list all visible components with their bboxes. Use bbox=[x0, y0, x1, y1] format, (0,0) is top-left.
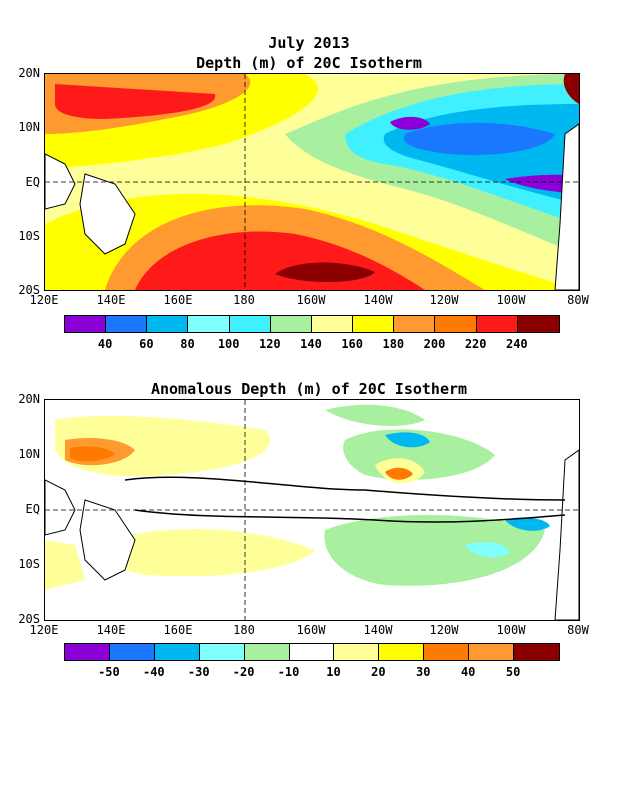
lon-label: 160E bbox=[163, 623, 193, 637]
bottom-colorbar bbox=[64, 643, 560, 661]
lon-label: 160E bbox=[163, 293, 193, 307]
lat-label: 10S bbox=[18, 557, 40, 571]
colorbar-swatch bbox=[109, 644, 155, 660]
bottom-anomaly-map bbox=[44, 399, 580, 621]
colorbar-label: 240 bbox=[505, 337, 528, 351]
lat-label: 20N bbox=[18, 66, 40, 80]
lon-label: 140W bbox=[363, 623, 393, 637]
lat-label: 20S bbox=[18, 612, 40, 626]
lon-label: 100W bbox=[496, 623, 526, 637]
top-depth-map bbox=[44, 73, 580, 291]
lat-label: 20S bbox=[18, 283, 40, 297]
colorbar-swatch bbox=[270, 316, 312, 332]
top-map-title: Depth (m) of 20C Isotherm bbox=[196, 54, 422, 72]
colorbar-label: 180 bbox=[382, 337, 405, 351]
colorbar-label: 220 bbox=[464, 337, 487, 351]
lon-label: 100W bbox=[496, 293, 526, 307]
lon-label: 120W bbox=[429, 623, 459, 637]
lat-label: 20N bbox=[18, 392, 40, 406]
depth-field bbox=[45, 74, 579, 290]
colorbar-label: 20 bbox=[371, 665, 386, 679]
colorbar-swatch bbox=[469, 644, 515, 660]
lon-label: 120W bbox=[429, 293, 459, 307]
colorbar-label: 10 bbox=[326, 665, 341, 679]
colorbar-swatch bbox=[435, 316, 477, 332]
colorbar-swatch bbox=[106, 316, 148, 332]
colorbar-label: 80 bbox=[180, 337, 195, 351]
lon-label: 160W bbox=[296, 623, 326, 637]
lon-label: 80W bbox=[567, 623, 589, 637]
lon-label: 120E bbox=[29, 293, 59, 307]
lon-label: 120E bbox=[29, 623, 59, 637]
colorbar-label: 40 bbox=[460, 665, 476, 679]
colorbar-swatch bbox=[289, 644, 335, 660]
colorbar-swatch bbox=[517, 316, 559, 332]
colorbar-swatch bbox=[514, 644, 559, 660]
colorbar-swatch bbox=[379, 644, 425, 660]
top-colorbar bbox=[64, 315, 560, 333]
lon-label: 180 bbox=[233, 293, 255, 307]
lon-label: 140W bbox=[363, 293, 393, 307]
colorbar-swatch bbox=[199, 644, 245, 660]
colorbar-swatch bbox=[476, 316, 518, 332]
colorbar-label: 120 bbox=[258, 337, 281, 351]
colorbar-label: -40 bbox=[142, 665, 165, 679]
colorbar-swatch bbox=[65, 644, 110, 660]
colorbar-swatch bbox=[311, 316, 354, 332]
colorbar-swatch bbox=[154, 644, 200, 660]
colorbar-label: 40 bbox=[97, 337, 113, 351]
colorbar-label: 100 bbox=[217, 337, 240, 351]
colorbar-swatch bbox=[147, 316, 189, 332]
colorbar-label: 160 bbox=[341, 337, 363, 351]
date-title: July 2013 bbox=[268, 34, 350, 52]
anomaly-field bbox=[45, 400, 579, 620]
bottom-map-title: Anomalous Depth (m) of 20C Isotherm bbox=[150, 380, 468, 398]
lon-label: 140E bbox=[96, 293, 126, 307]
colorbar-label: 200 bbox=[423, 337, 446, 351]
colorbar-swatch bbox=[65, 316, 107, 332]
lat-label: 10N bbox=[18, 120, 40, 134]
colorbar-label: -10 bbox=[277, 665, 300, 679]
colorbar-label: 140 bbox=[300, 337, 322, 351]
lat-label: EQ bbox=[25, 502, 40, 516]
colorbar-swatch bbox=[244, 644, 290, 660]
colorbar-swatch bbox=[188, 316, 230, 332]
colorbar-swatch bbox=[394, 316, 436, 332]
colorbar-swatch bbox=[229, 316, 271, 332]
lat-label: EQ bbox=[25, 175, 40, 189]
colorbar-label: -30 bbox=[187, 665, 210, 679]
lon-label: 160W bbox=[296, 293, 326, 307]
lat-label: 10S bbox=[18, 229, 40, 243]
lon-label: 140E bbox=[96, 623, 126, 637]
colorbar-swatch bbox=[353, 316, 395, 332]
colorbar-label: 30 bbox=[416, 665, 431, 679]
colorbar-label: 50 bbox=[505, 665, 521, 679]
colorbar-label: -20 bbox=[232, 665, 255, 679]
lon-label: 180 bbox=[233, 623, 255, 637]
colorbar-swatch bbox=[424, 644, 470, 660]
colorbar-label: -50 bbox=[98, 665, 120, 679]
lon-label: 80W bbox=[567, 293, 589, 307]
colorbar-label: 60 bbox=[139, 337, 154, 351]
colorbar-swatch bbox=[334, 644, 380, 660]
lat-label: 10N bbox=[18, 447, 40, 461]
